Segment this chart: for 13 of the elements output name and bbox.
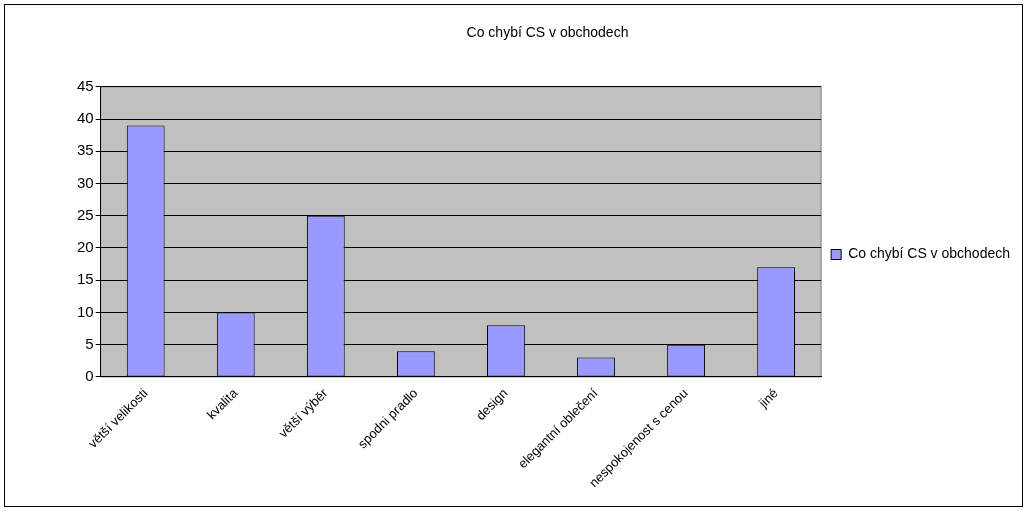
y-tick-label: 25 xyxy=(77,205,94,223)
x-tick-label: jiné xyxy=(755,385,781,412)
y-tick-label: 35 xyxy=(77,141,94,159)
y-tick-label: 45 xyxy=(77,76,94,94)
legend-label: Co chybí CS v obchodech xyxy=(848,245,1011,262)
y-tick-label: 40 xyxy=(77,109,94,127)
y-tick-label: 0 xyxy=(85,367,94,385)
chart-title: Co chybí CS v obchodech xyxy=(466,24,629,41)
y-tick-label: 10 xyxy=(77,302,94,320)
y-tick-label: 20 xyxy=(77,238,94,256)
y-tick-label: 15 xyxy=(77,270,94,288)
y-tick-label: 30 xyxy=(77,173,94,191)
y-tick-label: 5 xyxy=(85,334,94,352)
